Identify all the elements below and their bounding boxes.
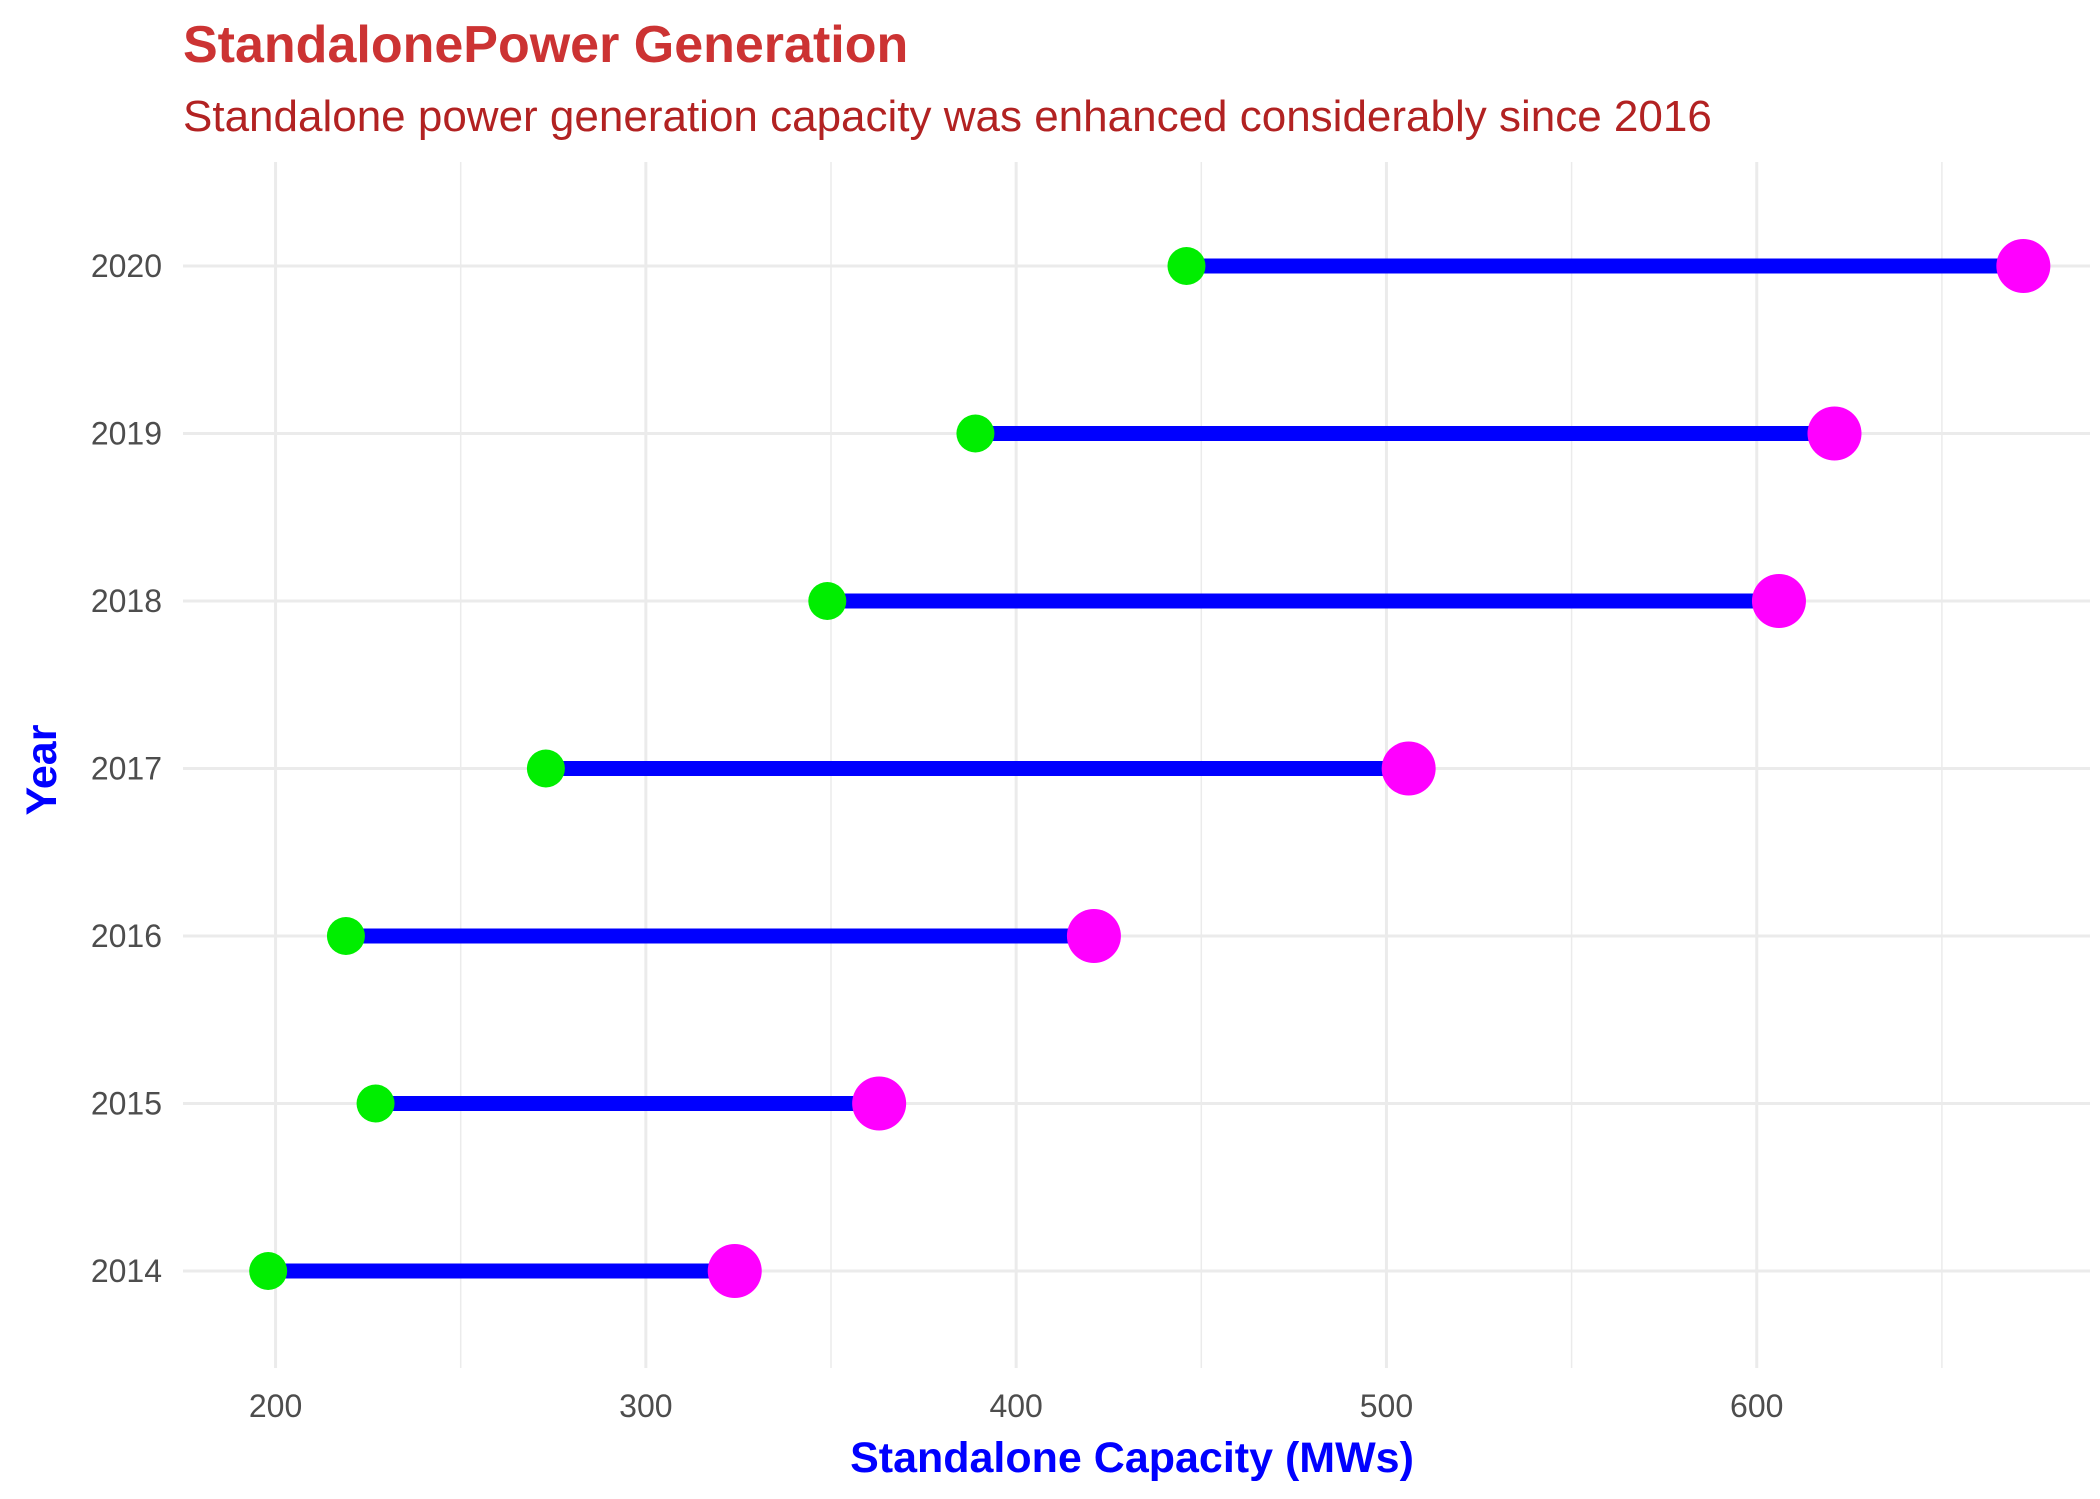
x-tick-label: 400: [989, 1388, 1042, 1424]
points: [249, 239, 2051, 1298]
end-point: [1807, 406, 1862, 461]
end-point: [1751, 574, 1806, 628]
start-point: [249, 1252, 288, 1290]
chart-subtitle: Standalone power generation capacity was…: [183, 92, 1712, 141]
start-point: [956, 414, 995, 453]
y-axis-title: Year: [18, 724, 66, 815]
start-point: [526, 749, 565, 788]
x-tick-label: 300: [619, 1388, 672, 1424]
start-point: [1167, 247, 1206, 285]
segments: [268, 258, 2024, 1279]
start-point: [326, 917, 365, 955]
end-point: [1381, 741, 1436, 796]
end-point: [1066, 909, 1121, 963]
y-tick-label: 2018: [91, 583, 162, 619]
end-point: [707, 1244, 762, 1298]
y-tick-label: 2019: [91, 416, 162, 452]
y-tick-label: 2016: [91, 918, 162, 954]
x-tick-label: 600: [1730, 1388, 1783, 1424]
chart-title: StandalonePower Generation: [183, 16, 908, 74]
tick-labels: 200 300 400 500 600 2014 2015 2016 2017 2018 2019 2…: [91, 248, 1784, 1424]
y-tick-label: 2017: [91, 751, 162, 787]
y-tick-label: 2014: [91, 1253, 162, 1289]
start-point: [808, 582, 847, 620]
y-tick-label: 2020: [91, 248, 162, 284]
end-point: [852, 1076, 907, 1131]
x-tick-label: 200: [249, 1388, 302, 1424]
start-point: [356, 1084, 395, 1123]
x-axis-title: Standalone Capacity (MWs): [850, 1434, 1414, 1482]
end-point: [1996, 239, 2051, 293]
x-tick-label: 500: [1360, 1388, 1413, 1424]
y-tick-label: 2015: [91, 1086, 162, 1122]
